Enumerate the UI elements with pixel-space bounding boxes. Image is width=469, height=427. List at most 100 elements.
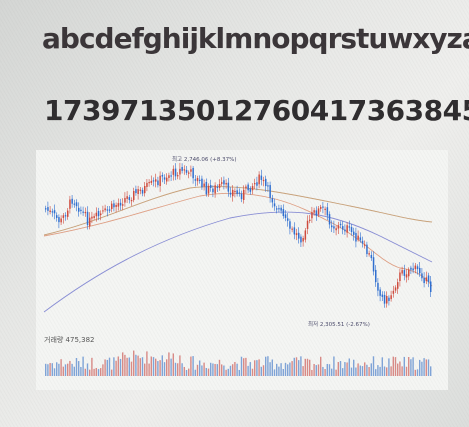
volume-bar [166, 359, 168, 376]
volume-bar [75, 357, 78, 376]
candle-body [366, 244, 368, 255]
candle-body [249, 188, 252, 192]
volume-bar [300, 356, 302, 376]
candle-body [392, 290, 395, 294]
candle-body [218, 184, 221, 188]
candle-body [405, 274, 408, 278]
candle-body [320, 206, 322, 209]
volume-bar [95, 367, 97, 376]
candle-body [337, 225, 340, 229]
volume-bar [183, 366, 185, 376]
volume-bar [64, 364, 67, 376]
candle-body [368, 253, 370, 255]
volume-bar [102, 364, 104, 376]
volume-bar [82, 356, 84, 376]
candle-body [49, 210, 51, 212]
volume-bar [381, 357, 383, 376]
candle-body [287, 218, 289, 221]
candle-body [313, 210, 315, 213]
candle-body [196, 178, 199, 182]
volume-bar [251, 368, 254, 376]
candle-body [150, 180, 153, 183]
candle-body [425, 277, 428, 282]
volume-bar [427, 359, 430, 376]
volume-bar [392, 356, 394, 376]
photographed-stock-chart-panel [36, 150, 448, 390]
volume-bar [313, 363, 315, 376]
candle-body [410, 267, 412, 270]
candle-body [284, 214, 287, 218]
candle-body [419, 267, 421, 274]
candle-body [262, 179, 265, 182]
candle-body [361, 240, 364, 244]
candle-body [141, 189, 144, 194]
volume-bar [403, 356, 405, 376]
candle-body [179, 168, 181, 175]
volume-bar [291, 361, 293, 376]
volume-bar [247, 365, 249, 376]
volume-bar [304, 358, 306, 376]
volume-bar [302, 366, 304, 376]
volume-bar [333, 356, 335, 376]
volume-bar [386, 367, 388, 376]
number-headline: 17397135012760417363845611 [44, 94, 469, 127]
volume-bar [159, 360, 161, 376]
candle-body [344, 229, 346, 232]
candle-body [108, 209, 111, 211]
volume-bar [344, 362, 346, 376]
volume-bar [342, 368, 344, 376]
candle-body [64, 215, 67, 217]
volume-bar [350, 367, 353, 376]
candle-body [311, 212, 313, 219]
candle-body [106, 209, 109, 211]
candle-body [251, 186, 254, 191]
volume-bar [207, 368, 210, 376]
volume-bar [339, 361, 342, 376]
candle-body [256, 182, 258, 186]
candle-body [214, 185, 216, 194]
candle-body [412, 268, 414, 271]
volume-bar [53, 368, 56, 376]
candle-body [168, 175, 170, 178]
volume-bar [390, 366, 392, 376]
volume-bar [293, 357, 295, 376]
candle-body [342, 226, 344, 230]
candle-body [265, 178, 267, 187]
volume-bar [185, 369, 188, 376]
candle-body [414, 265, 417, 270]
volume-bar [364, 362, 366, 376]
volume-bar [205, 367, 207, 376]
candle-body [95, 212, 98, 217]
volume-bar [214, 363, 216, 376]
volume-bar [45, 363, 47, 376]
volume-bar [225, 369, 227, 376]
volume-bar [232, 364, 234, 376]
candle-body [399, 272, 401, 282]
volume-bar [309, 359, 311, 376]
candle-body [207, 185, 210, 194]
candle-body [240, 193, 243, 200]
volume-bar [405, 366, 408, 376]
candle-body [291, 228, 293, 230]
volume-bar [69, 360, 71, 376]
volume-bar [221, 364, 223, 376]
candle-body [401, 270, 403, 274]
candle-body [86, 211, 89, 226]
volume-bar [148, 363, 150, 376]
volume-bar [192, 356, 194, 376]
candle-body [128, 197, 131, 201]
candle-body [388, 297, 390, 301]
candle-body [144, 186, 146, 194]
candle-body [188, 172, 190, 174]
volume-bar [269, 362, 271, 376]
candle-body [379, 289, 381, 296]
volume-bar [260, 366, 262, 376]
volume-bar [317, 364, 320, 376]
candle-body [192, 167, 194, 179]
volume-bar [370, 363, 372, 376]
volume-bar [394, 357, 397, 376]
candle-body [254, 183, 256, 185]
candle-body [267, 185, 269, 187]
volume-bar [282, 369, 284, 376]
